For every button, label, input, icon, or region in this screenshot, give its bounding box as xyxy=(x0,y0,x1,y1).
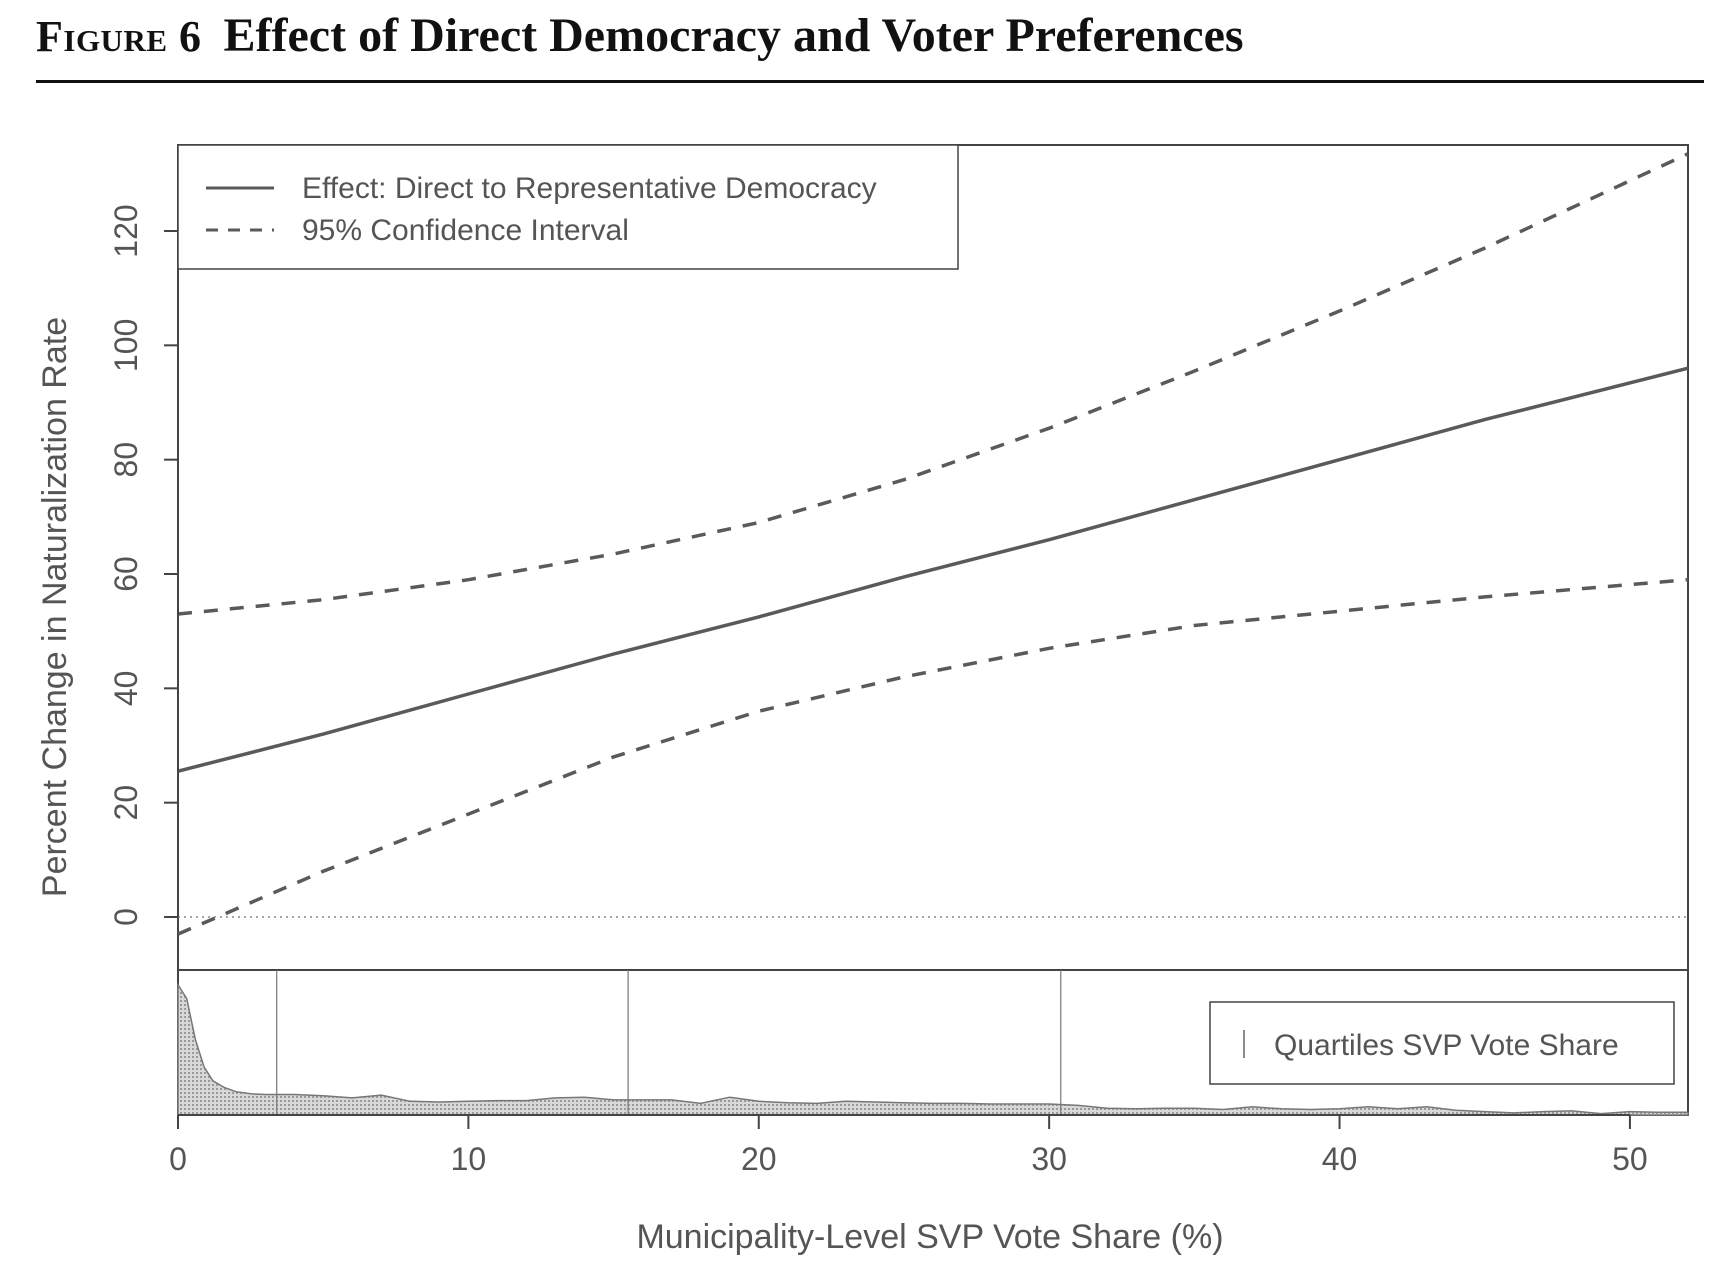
density-legend-box xyxy=(1209,1001,1675,1085)
x-axis: 0 10 20 30 40 50 xyxy=(169,1114,1648,1177)
density-legend: Quartiles SVP Vote Share xyxy=(1209,1001,1675,1085)
series-ci-upper-line xyxy=(177,152,1689,616)
x-tick-label-50: 50 xyxy=(1612,1141,1648,1177)
series-layer xyxy=(177,152,1689,936)
figure-title: Effect of Direct Democracy and Voter Pre… xyxy=(223,9,1244,62)
y-tick-label-60: 60 xyxy=(108,556,144,592)
x-tick-label-20: 20 xyxy=(741,1141,777,1177)
figure-header: Figure 6 Effect of Direct Democracy and V… xyxy=(36,8,1244,63)
y-tick-label-40: 40 xyxy=(108,671,144,707)
y-axis: 0 20 40 60 80 100 120 xyxy=(108,204,179,926)
y-tick-label-120: 120 xyxy=(108,204,144,257)
legend: Effect: Direct to Representative Democra… xyxy=(177,144,959,270)
legend-label-ci: 95% Confidence Interval xyxy=(302,214,629,247)
series-ci-lower-line xyxy=(177,577,1689,936)
legend-box xyxy=(177,144,959,270)
legend-label-effect: Effect: Direct to Representative Democra… xyxy=(302,172,877,205)
series-effect-line xyxy=(177,366,1689,773)
x-tick-label-30: 30 xyxy=(1031,1141,1067,1177)
x-tick-label-10: 10 xyxy=(451,1141,487,1177)
density-legend-label: Quartiles SVP Vote Share xyxy=(1274,1029,1619,1062)
y-tick-label-0: 0 xyxy=(108,908,144,926)
quartile-layer xyxy=(276,970,1062,1115)
x-axis-label: Municipality-Level SVP Vote Share (%) xyxy=(636,1218,1223,1256)
x-tick-label-0: 0 xyxy=(169,1141,187,1177)
y-tick-label-80: 80 xyxy=(108,442,144,478)
x-tick-label-40: 40 xyxy=(1322,1141,1358,1177)
density-area xyxy=(177,982,1689,1116)
header-rule xyxy=(36,80,1704,83)
y-tick-label-100: 100 xyxy=(108,319,144,372)
y-axis-label: Percent Change in Naturalization Rate xyxy=(36,317,74,897)
density-layer xyxy=(177,982,1689,1116)
figure-label: Figure 6 xyxy=(36,12,202,61)
y-tick-label-20: 20 xyxy=(108,785,144,821)
